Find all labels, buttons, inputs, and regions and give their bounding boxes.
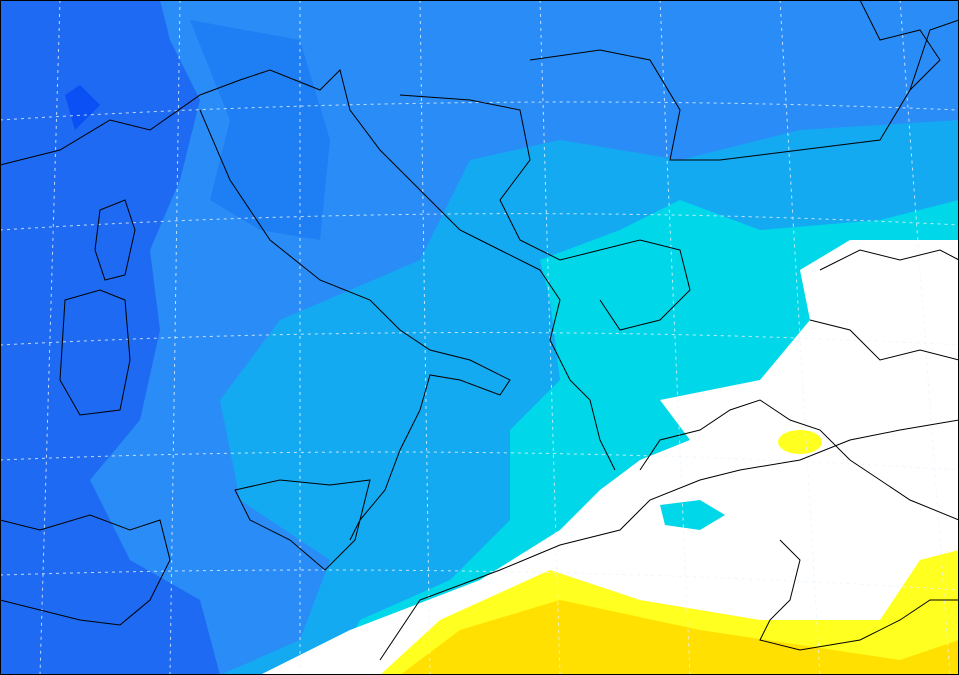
coastlines — [0, 0, 959, 661]
field-white — [260, 240, 959, 675]
coast-southeast — [759, 539, 959, 651]
coast-south — [379, 419, 959, 661]
coast-northeast — [859, 0, 941, 91]
longitude-lines — [39, 0, 951, 675]
coast-borders-north — [529, 19, 959, 161]
field-blue-patch — [190, 20, 330, 240]
coast-north — [0, 69, 616, 471]
coast-greece — [639, 399, 959, 521]
coast-africa — [0, 514, 171, 626]
coast-borders — [399, 94, 691, 331]
coast-sardinia — [59, 289, 131, 416]
coast-corsica — [94, 199, 136, 281]
field-gold — [400, 600, 959, 675]
field-yellow-blob — [778, 430, 822, 454]
field-darkest — [65, 85, 100, 130]
field-cyan-island — [660, 500, 725, 530]
coast-sicily — [234, 479, 371, 571]
coast-italy — [199, 109, 511, 541]
coast-east — [809, 249, 959, 361]
